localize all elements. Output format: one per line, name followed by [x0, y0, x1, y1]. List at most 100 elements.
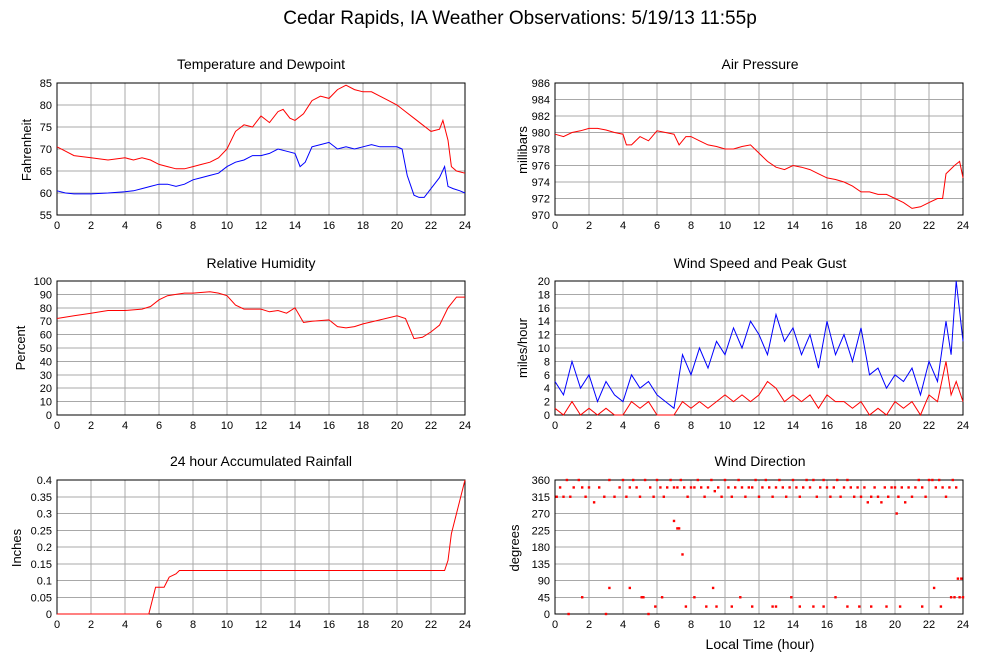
data-point	[739, 596, 742, 599]
data-point	[870, 495, 873, 498]
y-tick-label: 85	[40, 78, 52, 90]
data-point	[727, 486, 730, 489]
y-tick-label: 360	[532, 475, 550, 487]
data-point	[856, 486, 859, 489]
x-tick-label: 20	[889, 619, 901, 631]
y-tick-label: 20	[538, 276, 550, 288]
x-tick-label: 14	[787, 420, 799, 432]
x-tick-label: 2	[88, 619, 94, 631]
data-point	[904, 501, 907, 504]
data-point	[774, 605, 778, 608]
plot-frame	[554, 280, 964, 416]
data-point	[640, 596, 643, 599]
y-axis-label: miles/hour	[515, 317, 530, 378]
x-tick-label: 18	[855, 220, 867, 232]
y-tick-label: 0	[544, 410, 550, 422]
y-tick-label: 70	[40, 144, 52, 156]
x-tick-label: 8	[190, 420, 196, 432]
x-tick-label: 20	[889, 420, 901, 432]
series-line-1	[554, 127, 964, 209]
data-point	[660, 596, 664, 599]
plot-frame	[554, 82, 964, 216]
data-point	[846, 478, 849, 482]
data-point	[562, 495, 565, 498]
data-point	[822, 478, 825, 482]
data-point	[705, 605, 708, 608]
series-line-2	[554, 361, 964, 417]
x-tick-label: 8	[688, 220, 694, 232]
y-axis-label: degrees	[507, 524, 522, 571]
x-tick-label: 0	[552, 420, 558, 432]
y-tick-label: 270	[532, 509, 550, 521]
panel-title: Wind Direction	[714, 453, 805, 469]
y-tick-label: 10	[538, 343, 550, 355]
data-point	[757, 495, 761, 498]
data-point	[907, 486, 910, 489]
y-tick-label: 75	[40, 122, 52, 134]
x-tick-label: 24	[459, 420, 471, 432]
data-point	[730, 495, 733, 498]
data-point	[961, 596, 965, 599]
data-point	[592, 501, 596, 504]
x-tick-label: 6	[156, 619, 162, 631]
x-tick-label: 16	[821, 619, 833, 631]
data-point	[751, 605, 754, 608]
data-point	[781, 486, 784, 489]
data-point	[659, 486, 662, 489]
x-tick-label: 0	[552, 619, 558, 631]
y-tick-label: 986	[532, 78, 550, 90]
x-tick-label: 22	[923, 619, 935, 631]
x-tick-label: 22	[425, 420, 437, 432]
data-point	[791, 478, 795, 482]
data-point	[672, 486, 676, 489]
x-tick-label: 12	[753, 220, 765, 232]
data-point	[655, 478, 659, 482]
data-point	[898, 605, 902, 608]
panel-title: Air Pressure	[721, 56, 798, 72]
y-tick-label: 70	[40, 316, 52, 328]
y-tick-label: 980	[532, 128, 550, 140]
y-tick-label: 8	[544, 356, 550, 368]
data-point	[897, 495, 900, 498]
data-point	[944, 495, 948, 498]
x-tick-label: 10	[221, 220, 233, 232]
x-tick-label: 24	[459, 220, 471, 232]
x-tick-label: 4	[620, 619, 626, 631]
x-tick-label: 16	[323, 220, 335, 232]
plot-frame	[56, 280, 466, 416]
data-point	[706, 486, 710, 489]
x-tick-label: 12	[753, 619, 765, 631]
x-tick-label: 22	[923, 420, 935, 432]
y-tick-label: 80	[40, 100, 52, 112]
y-axis-label: Percent	[13, 325, 28, 370]
data-point	[917, 478, 920, 482]
y-tick-label: 180	[532, 542, 550, 554]
data-point	[672, 519, 676, 523]
data-point	[900, 486, 903, 489]
y-tick-label: 978	[532, 144, 550, 156]
y-tick-label: 60	[40, 330, 52, 342]
x-tick-label: 20	[889, 220, 901, 232]
y-tick-label: 225	[532, 525, 550, 537]
x-tick-label: 6	[654, 220, 660, 232]
y-tick-label: 60	[40, 188, 52, 200]
data-point	[846, 605, 849, 608]
x-tick-label: 18	[357, 619, 369, 631]
x-tick-label: 20	[391, 619, 403, 631]
data-point	[632, 478, 635, 482]
y-tick-label: 2	[544, 397, 550, 409]
data-point	[555, 495, 558, 498]
data-point	[924, 495, 927, 498]
data-point	[587, 486, 591, 489]
data-point	[681, 553, 684, 556]
series-line-1	[56, 84, 466, 174]
x-tick-label: 10	[221, 420, 233, 432]
x-tick-label: 0	[54, 220, 60, 232]
data-point	[754, 478, 757, 482]
x-tick-label: 10	[719, 220, 731, 232]
x-tick-label: 24	[957, 420, 969, 432]
data-point	[953, 596, 956, 599]
data-point	[643, 478, 647, 482]
data-point	[893, 486, 897, 489]
